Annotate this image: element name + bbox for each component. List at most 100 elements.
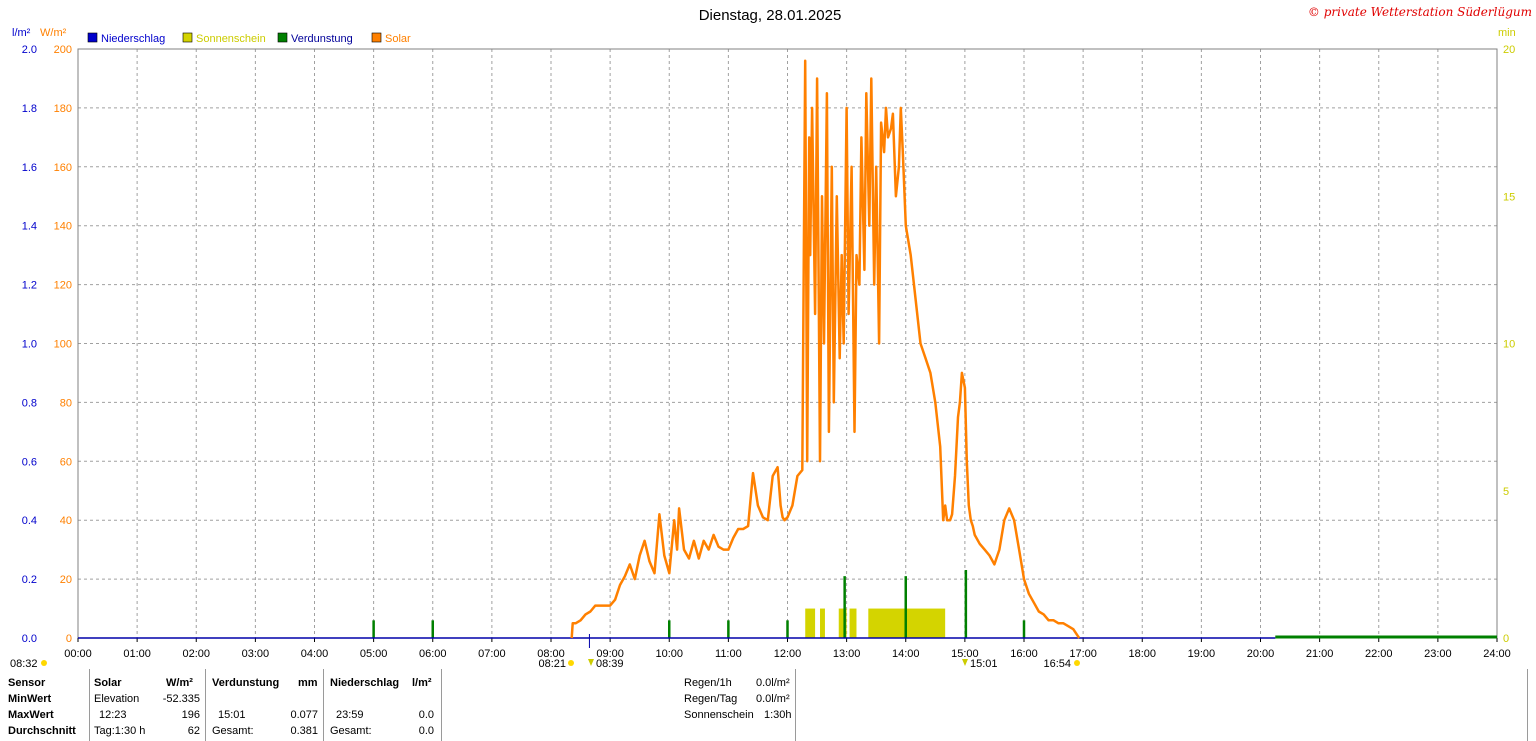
stats-divider [89, 669, 90, 741]
stats-sensor-header: Sensor [8, 677, 46, 689]
x-tick-label: 21:00 [1306, 648, 1334, 660]
legend-swatch [371, 32, 382, 43]
sun-marker-icon [568, 660, 574, 666]
y-tick-label-solar: 80 [60, 397, 72, 409]
stats-divider [441, 669, 442, 741]
evap-header: Verdunstung [212, 677, 280, 689]
extra-label: Sonnenschein [684, 709, 754, 721]
precip-total-label: Gesamt: [330, 725, 372, 737]
stats-divider [795, 669, 796, 741]
precip-max-val: 0.0 [418, 709, 434, 721]
stats-divider [205, 669, 206, 741]
stats-divider [1527, 669, 1528, 741]
y-tick-label-sun: 15 [1503, 191, 1515, 203]
x-tick-label: 05:00 [360, 648, 388, 660]
time-annotation: 08:39 [596, 658, 624, 668]
sun-marker-icon [41, 660, 47, 666]
moon-marker-icon [588, 659, 594, 666]
extra-label: Regen/Tag [684, 693, 738, 705]
sunshine-bars [805, 608, 946, 638]
solar-min-val: -52.335 [162, 693, 200, 705]
precip-unit: l/m² [412, 677, 432, 689]
weather-chart: Dienstag, 28.01.2025 © private Wettersta… [10, 5, 1532, 668]
left-unit-precip: l/m² [12, 27, 31, 39]
stats-row-label: Durchschnitt [8, 725, 76, 737]
y-tick-label-sun: 0 [1503, 633, 1509, 645]
evap-unit: mm [298, 677, 318, 689]
y-tick-label-sun: 20 [1503, 44, 1515, 56]
chart-legend: Niederschlag Sonnenschein Verdunstung Solar [87, 32, 411, 45]
solar-max-time: 12:23 [99, 709, 127, 721]
chart-axes: 00:00 01:00 02:00 03:00 04:00 05:00 06:00 07:00… [22, 44, 1516, 660]
time-annotation: 16:54 [1043, 658, 1071, 668]
y-tick-label-precip: 0.6 [22, 456, 37, 468]
y-tick-label-solar: 60 [60, 456, 72, 468]
extra-value: 1:30h [764, 709, 792, 721]
sunshine-bar [849, 608, 857, 638]
y-tick-label-solar: 20 [60, 574, 72, 586]
x-tick-label: 12:00 [774, 648, 802, 660]
stats-row-label: MinWert [8, 693, 52, 705]
sunshine-bar [838, 608, 847, 638]
solar-min-time: Elevation [94, 693, 140, 705]
y-tick-label-sun: 10 [1503, 339, 1515, 351]
y-tick-label-precip: 1.6 [22, 162, 37, 174]
x-tick-label: 03:00 [242, 648, 270, 660]
x-tick-label: 24:00 [1483, 648, 1511, 660]
x-tick-label: 00:00 [64, 648, 92, 660]
x-tick-label: 07:00 [478, 648, 506, 660]
solar-unit: W/m² [166, 677, 193, 689]
chart-grid [78, 49, 1497, 638]
y-tick-label-sun: 5 [1503, 486, 1509, 498]
y-tick-label-precip: 0.0 [22, 633, 37, 645]
x-tick-label: 09:00 [596, 648, 624, 660]
solar-avg-time: Tag:1:30 h [94, 725, 146, 737]
time-annotation: 08:21 [538, 658, 566, 668]
y-tick-label-precip: 2.0 [22, 44, 37, 56]
stats-row-label: MaxWert [8, 709, 54, 721]
sunshine-bar [805, 608, 816, 638]
chart-title: Dienstag, 28.01.2025 [699, 7, 842, 24]
legend-label: Niederschlag [101, 33, 165, 45]
time-annotation: 15:01 [970, 658, 998, 668]
y-tick-label-precip: 1.0 [22, 339, 37, 351]
sun-marker-icon [1074, 660, 1080, 666]
y-tick-label-solar: 120 [54, 280, 72, 292]
extra-label: Regen/1h [684, 677, 732, 689]
x-tick-label: 01:00 [123, 648, 151, 660]
sunshine-bar [820, 608, 825, 638]
evap-total-label: Gesamt: [212, 725, 254, 737]
x-tick-label: 06:00 [419, 648, 447, 660]
solar-series [570, 59, 1081, 639]
x-tick-label: 18:00 [1128, 648, 1156, 660]
x-tick-label: 23:00 [1424, 648, 1452, 660]
y-tick-label-precip: 1.2 [22, 280, 37, 292]
evaporation-marks [372, 569, 1497, 639]
y-tick-label-solar: 40 [60, 515, 72, 527]
y-tick-label-solar: 180 [54, 103, 72, 115]
x-tick-label: 16:00 [1010, 648, 1038, 660]
y-tick-label-solar: 140 [54, 221, 72, 233]
legend-label: Sonnenschein [196, 33, 266, 45]
y-tick-label-solar: 160 [54, 162, 72, 174]
solar-max-val: 196 [181, 709, 200, 721]
left-unit-solar: W/m² [40, 27, 67, 39]
extra-value: 0.0l/m² [756, 677, 790, 689]
x-tick-label: 04:00 [301, 648, 329, 660]
legend-label: Verdunstung [291, 33, 353, 45]
right-unit-min: min [1498, 27, 1516, 39]
y-tick-label-precip: 0.2 [22, 574, 37, 586]
y-tick-label-precip: 1.8 [22, 103, 37, 115]
evap-total-val: 0.381 [290, 725, 318, 737]
precip-header: Niederschlag [330, 677, 400, 689]
extra-value: 0.0l/m² [756, 693, 790, 705]
copyright-text: © private Wetterstation Süderlügum [1308, 5, 1532, 19]
x-tick-label: 19:00 [1188, 648, 1216, 660]
x-tick-label: 11:00 [715, 648, 742, 660]
x-tick-label: 20:00 [1247, 648, 1275, 660]
evap-max-val: 0.077 [290, 709, 318, 721]
legend-swatch [182, 32, 193, 43]
chart-annotations: 08:32 08:21 08:39 15:01 16:54 [10, 634, 1080, 668]
y-tick-label-precip: 1.4 [22, 221, 37, 233]
x-tick-label: 10:00 [655, 648, 683, 660]
